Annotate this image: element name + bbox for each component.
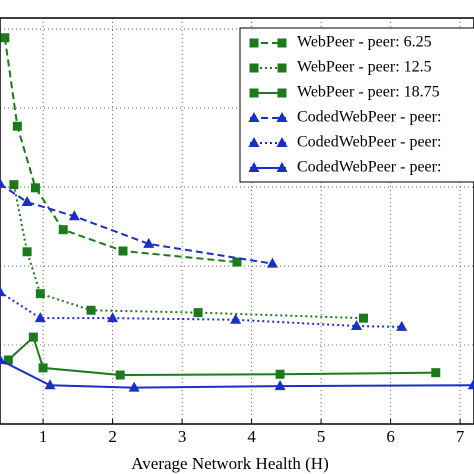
marker bbox=[0, 33, 10, 43]
legend-marker bbox=[277, 88, 287, 98]
series bbox=[0, 177, 278, 268]
series-line bbox=[3, 37, 238, 264]
legend-marker bbox=[277, 38, 287, 48]
marker bbox=[68, 210, 80, 221]
x-tick-label: 5 bbox=[317, 427, 326, 446]
marker bbox=[230, 313, 242, 324]
marker bbox=[86, 305, 96, 315]
marker bbox=[0, 354, 6, 365]
marker bbox=[30, 183, 40, 193]
marker bbox=[193, 308, 203, 318]
marker bbox=[351, 320, 363, 331]
legend-marker bbox=[249, 63, 259, 73]
marker bbox=[0, 177, 6, 188]
legend-box bbox=[239, 27, 474, 183]
marker bbox=[44, 379, 56, 390]
marker bbox=[28, 332, 38, 342]
marker bbox=[467, 379, 474, 390]
marker bbox=[0, 286, 6, 297]
series bbox=[3, 332, 441, 380]
series-line bbox=[7, 335, 436, 377]
marker bbox=[58, 225, 68, 235]
legend-text: WebPeer - peer: 12.5 bbox=[297, 59, 432, 76]
legend-marker bbox=[248, 112, 260, 122]
series bbox=[9, 180, 368, 323]
marker bbox=[38, 363, 48, 373]
marker bbox=[107, 312, 119, 323]
legend-text: CodedWebPeer - peer: bbox=[297, 134, 441, 151]
marker bbox=[358, 313, 368, 323]
marker bbox=[274, 380, 286, 391]
plot-frame bbox=[0, 17, 474, 425]
legend-marker bbox=[248, 137, 260, 147]
x-tick-label: 6 bbox=[386, 427, 395, 446]
series-line bbox=[0, 291, 402, 328]
marker bbox=[12, 121, 22, 131]
marker bbox=[431, 368, 441, 378]
series bbox=[0, 286, 408, 331]
series bbox=[0, 33, 242, 267]
legend-text: WebPeer - peer: 6.25 bbox=[297, 34, 432, 51]
legend-marker bbox=[276, 112, 288, 122]
marker bbox=[118, 246, 128, 256]
marker bbox=[266, 257, 278, 268]
marker bbox=[9, 180, 19, 190]
x-axis-label: Average Network Health (H) bbox=[131, 454, 328, 473]
marker bbox=[143, 237, 155, 248]
legend: WebPeer - peer: 6.25 WebPeer - peer: 12.5… bbox=[239, 27, 474, 183]
x-tick-label: 2 bbox=[108, 427, 117, 446]
marker bbox=[34, 312, 46, 323]
legend-marker bbox=[276, 137, 288, 147]
legend-text: WebPeer - peer: 18.75 bbox=[297, 84, 440, 101]
marker bbox=[22, 247, 32, 257]
series bbox=[0, 354, 474, 392]
x-tick-label: 3 bbox=[178, 427, 187, 446]
legend-text: CodedWebPeer - peer: bbox=[297, 109, 441, 126]
legend-marker bbox=[277, 63, 287, 73]
x-tick-label: 1 bbox=[39, 427, 48, 446]
marker bbox=[115, 370, 125, 380]
legend-marker bbox=[249, 38, 259, 48]
marker bbox=[232, 257, 242, 267]
marker bbox=[275, 369, 285, 379]
legend-text: CodedWebPeer - peer: bbox=[297, 159, 441, 176]
marker bbox=[396, 320, 408, 331]
x-tick-label: 4 bbox=[247, 427, 256, 446]
marker bbox=[3, 355, 13, 365]
marker bbox=[128, 381, 140, 392]
legend-marker bbox=[249, 88, 259, 98]
marker bbox=[35, 289, 45, 299]
x-tick-label: 7 bbox=[456, 427, 465, 446]
legend-marker bbox=[276, 162, 288, 172]
legend-marker bbox=[248, 162, 260, 172]
marker bbox=[21, 196, 33, 207]
series-line bbox=[12, 184, 364, 320]
